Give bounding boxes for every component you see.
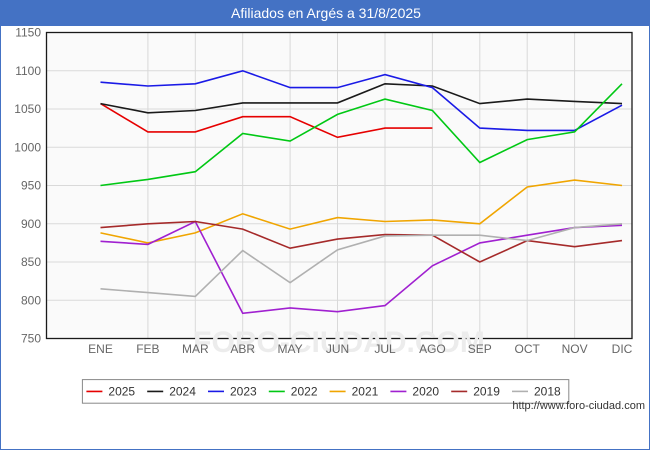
svg-text:2019: 2019 bbox=[473, 384, 500, 398]
svg-text:2024: 2024 bbox=[169, 384, 196, 398]
svg-text:SEP: SEP bbox=[468, 342, 492, 356]
svg-text:AGO: AGO bbox=[419, 342, 446, 356]
svg-text:2020: 2020 bbox=[412, 384, 439, 398]
svg-text:MAY: MAY bbox=[278, 342, 303, 356]
svg-text:JUN: JUN bbox=[326, 342, 349, 356]
svg-text:900: 900 bbox=[21, 217, 41, 231]
svg-text:2023: 2023 bbox=[230, 384, 257, 398]
svg-text:DIC: DIC bbox=[612, 342, 633, 356]
svg-text:2025: 2025 bbox=[108, 384, 135, 398]
svg-text:850: 850 bbox=[21, 255, 41, 269]
svg-text:JUL: JUL bbox=[374, 342, 396, 356]
svg-text:800: 800 bbox=[21, 293, 41, 307]
svg-text:2022: 2022 bbox=[291, 384, 318, 398]
svg-text:ENE: ENE bbox=[88, 342, 113, 356]
svg-text:http://www.foro-ciudad.com: http://www.foro-ciudad.com bbox=[512, 400, 645, 412]
svg-text:1150: 1150 bbox=[15, 26, 41, 40]
svg-text:1100: 1100 bbox=[15, 64, 41, 78]
svg-text:2021: 2021 bbox=[352, 384, 379, 398]
svg-text:1050: 1050 bbox=[14, 102, 41, 116]
svg-text:FEB: FEB bbox=[136, 342, 159, 356]
svg-text:750: 750 bbox=[21, 332, 41, 346]
svg-text:MAR: MAR bbox=[182, 342, 209, 356]
svg-text:ABR: ABR bbox=[230, 342, 255, 356]
svg-text:OCT: OCT bbox=[515, 342, 541, 356]
svg-text:2018: 2018 bbox=[534, 384, 561, 398]
svg-text:NOV: NOV bbox=[562, 342, 588, 356]
svg-text:1000: 1000 bbox=[14, 140, 41, 154]
svg-text:950: 950 bbox=[21, 179, 41, 193]
